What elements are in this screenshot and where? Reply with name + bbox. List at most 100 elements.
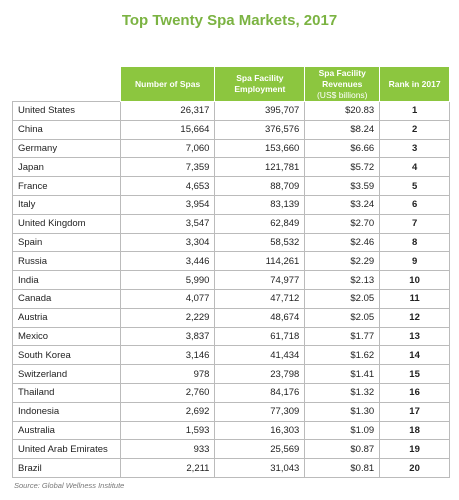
country-cell: Japan — [12, 157, 121, 178]
country-cell: Indonesia — [12, 401, 121, 422]
value-cell: $0.87 — [304, 439, 381, 460]
country-cell: Thailand — [12, 382, 121, 403]
value-cell: $1.62 — [304, 345, 381, 366]
value-cell: $1.09 — [304, 420, 381, 441]
value-cell: 12 — [379, 307, 450, 328]
value-cell: 3,547 — [119, 213, 216, 234]
value-cell: 14 — [379, 345, 450, 366]
value-cell: $1.41 — [304, 364, 381, 384]
header-label: Rank in 2017 — [388, 78, 441, 89]
country-cell: France — [12, 176, 121, 196]
value-cell: 61,718 — [214, 326, 306, 347]
table-row: Brazil 2,211 31,043 $0.81 20 — [12, 458, 450, 478]
country-cell: United States — [12, 101, 121, 121]
value-cell: 978 — [119, 364, 216, 384]
value-cell: $6.66 — [304, 138, 381, 159]
value-cell: 16 — [379, 382, 450, 403]
value-cell: 4,077 — [119, 288, 216, 309]
value-cell: $2.05 — [304, 288, 381, 309]
value-cell: 376,576 — [214, 119, 306, 140]
table-row: Indonesia 2,692 77,309 $1.30 17 — [12, 401, 450, 422]
table-row: China 15,664 376,576 $8.24 2 — [12, 119, 450, 140]
table-row: Austria 2,229 48,674 $2.05 12 — [12, 307, 450, 328]
value-cell: $2.29 — [304, 251, 381, 272]
value-cell: 2,229 — [119, 307, 216, 328]
table-row: India 5,990 74,977 $2.13 10 — [12, 270, 450, 290]
country-cell: Canada — [12, 288, 121, 309]
value-cell: 4 — [379, 157, 450, 178]
value-cell: 9 — [379, 251, 450, 272]
value-cell: $8.24 — [304, 119, 381, 140]
value-cell: 3,146 — [119, 345, 216, 366]
table-row: United Kingdom 3,547 62,849 $2.70 7 — [12, 213, 450, 234]
country-cell: United Arab Emirates — [12, 439, 121, 460]
value-cell: 31,043 — [214, 458, 306, 478]
table-row: South Korea 3,146 41,434 $1.62 14 — [12, 345, 450, 366]
value-cell: 84,176 — [214, 382, 306, 403]
value-cell: $0.81 — [304, 458, 381, 478]
country-cell: Brazil — [12, 458, 121, 478]
country-cell: Spain — [12, 232, 121, 253]
table-row: France 4,653 88,709 $3.59 5 — [12, 176, 450, 196]
table-row: Australia 1,593 16,303 $1.09 18 — [12, 420, 450, 441]
value-cell: 121,781 — [214, 157, 306, 178]
table-body: United States 26,317 395,707 $20.83 1 China 15… — [12, 101, 450, 478]
value-cell: 7 — [379, 213, 450, 234]
value-cell: 1,593 — [119, 420, 216, 441]
value-cell: 62,849 — [214, 213, 306, 234]
value-cell: 15,664 — [119, 119, 216, 140]
title: Top Twenty Spa Markets, 2017 — [121, 12, 338, 29]
value-cell: 3,304 — [119, 232, 216, 253]
column-header: Rank in 2017 — [379, 66, 450, 102]
header-label: Number of Spas — [135, 78, 201, 89]
value-cell: 74,977 — [214, 270, 306, 290]
spa-table: Number of Spas Spa Facility Employment Spa… — [12, 66, 450, 478]
country-cell: Russia — [12, 251, 121, 272]
header-row: Number of Spas Spa Facility Employment Spa… — [12, 66, 450, 102]
value-cell: 933 — [119, 439, 216, 460]
value-cell: $1.30 — [304, 401, 381, 422]
value-cell: 2,692 — [119, 401, 216, 422]
table-row: Italy 3,954 83,139 $3.24 6 — [12, 194, 450, 215]
value-cell: 83,139 — [214, 194, 306, 215]
value-cell: $2.46 — [304, 232, 381, 253]
table-row: Mexico 3,837 61,718 $1.77 13 — [12, 326, 450, 347]
value-cell: 7,359 — [119, 157, 216, 178]
value-cell: $20.83 — [304, 101, 381, 121]
value-cell: 114,261 — [214, 251, 306, 272]
country-cell: India — [12, 270, 121, 290]
country-cell: China — [12, 119, 121, 140]
header-label: Spa Facility Employment — [234, 73, 286, 94]
header-sublabel: (US$ billions) — [316, 89, 368, 100]
value-cell: 48,674 — [214, 307, 306, 328]
value-cell: 20 — [379, 458, 450, 478]
value-cell: $5.72 — [304, 157, 381, 178]
value-cell: 10 — [379, 270, 450, 290]
value-cell: 47,712 — [214, 288, 306, 309]
value-cell: 13 — [379, 326, 450, 347]
value-cell: 395,707 — [214, 101, 306, 121]
value-cell: 58,532 — [214, 232, 306, 253]
value-cell: 17 — [379, 401, 450, 422]
value-cell: 4,653 — [119, 176, 216, 196]
value-cell: 15 — [379, 364, 450, 384]
column-header: Spa Facility Revenues (US$ billions) — [304, 66, 381, 102]
country-cell: Mexico — [12, 326, 121, 347]
value-cell: $3.24 — [304, 194, 381, 215]
value-cell: 16,303 — [214, 420, 306, 441]
country-cell: Australia — [12, 420, 121, 441]
value-cell: 18 — [379, 420, 450, 441]
country-cell: Germany — [12, 138, 121, 159]
value-cell: 5 — [379, 176, 450, 196]
table-row: Canada 4,077 47,712 $2.05 11 — [12, 288, 450, 309]
table-row: Switzerland 978 23,798 $1.41 15 — [12, 364, 450, 384]
value-cell: 8 — [379, 232, 450, 253]
value-cell: 2 — [379, 119, 450, 140]
value-cell: 1 — [379, 101, 450, 121]
value-cell: 19 — [379, 439, 450, 460]
value-cell: $1.32 — [304, 382, 381, 403]
value-cell: 3,954 — [119, 194, 216, 215]
value-cell: $2.05 — [304, 307, 381, 328]
value-cell: 23,798 — [214, 364, 306, 384]
